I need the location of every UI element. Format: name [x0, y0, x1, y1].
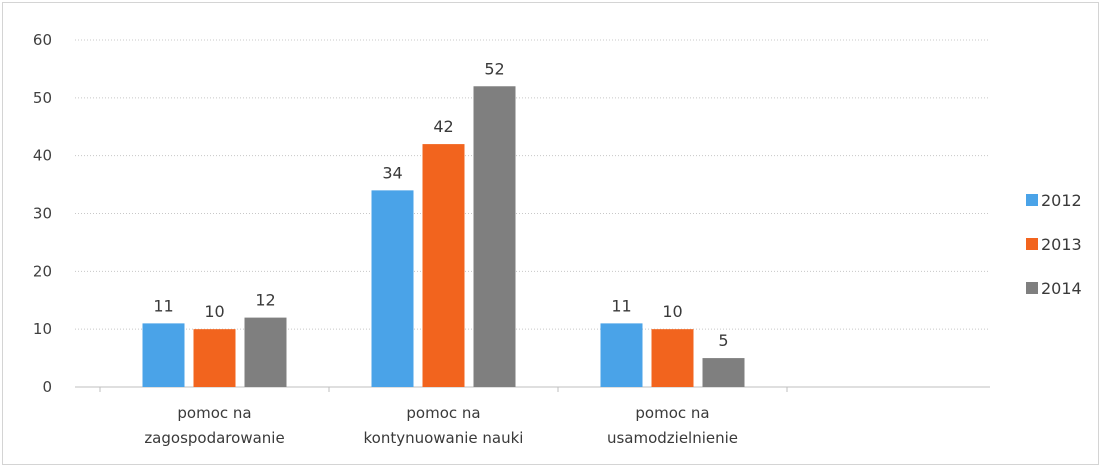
bar-2013 — [422, 144, 465, 387]
y-tick-label: 40 — [33, 147, 52, 165]
data-labels: 11 10 12 34 42 52 11 10 5 — [153, 59, 728, 350]
legend-swatch — [1026, 238, 1038, 250]
category-label: zagospodarowanie — [144, 429, 284, 447]
bar-2014 — [473, 86, 516, 388]
category-label: kontynuowanie nauki — [364, 429, 524, 447]
legend-label: 2014 — [1041, 279, 1082, 298]
category-label: pomoc na — [635, 404, 709, 422]
y-tick-label: 30 — [33, 205, 52, 223]
data-label: 10 — [204, 302, 224, 321]
category-label: pomoc na — [406, 404, 480, 422]
data-label: 11 — [611, 296, 631, 315]
data-label: 12 — [255, 291, 275, 310]
category-labels: pomoc na zagospodarowanie pomoc na kontynuo… — [144, 404, 738, 447]
data-label: 11 — [153, 296, 173, 315]
y-tick-label: 0 — [42, 378, 52, 396]
legend: 2012 2013 2014 — [1026, 191, 1082, 298]
data-label: 52 — [484, 59, 504, 78]
y-tick-label: 50 — [33, 89, 52, 107]
x-axis — [75, 386, 990, 392]
bar-2013 — [193, 329, 236, 387]
bar-2013 — [651, 329, 694, 387]
gridlines — [75, 39, 990, 330]
legend-label: 2012 — [1041, 191, 1082, 210]
bars — [142, 86, 745, 388]
bar-2012 — [371, 190, 414, 387]
y-tick-label: 60 — [33, 31, 52, 49]
category-label: pomoc na — [177, 404, 251, 422]
bar-2014 — [702, 358, 745, 387]
legend-swatch — [1026, 194, 1038, 206]
y-tick-label: 20 — [33, 262, 52, 280]
bar-2012 — [142, 323, 185, 387]
category-label: usamodzielnienie — [607, 429, 738, 447]
y-tick-label: 10 — [33, 320, 52, 338]
legend-swatch — [1026, 282, 1038, 294]
bar-2014 — [244, 317, 287, 387]
data-label: 5 — [718, 331, 728, 350]
legend-label: 2013 — [1041, 235, 1082, 254]
data-label: 42 — [433, 117, 453, 136]
data-label: 10 — [662, 302, 682, 321]
bar-2012 — [600, 323, 643, 387]
y-axis-ticks: 0 10 20 30 40 50 60 — [33, 31, 52, 396]
data-label: 34 — [382, 163, 402, 182]
